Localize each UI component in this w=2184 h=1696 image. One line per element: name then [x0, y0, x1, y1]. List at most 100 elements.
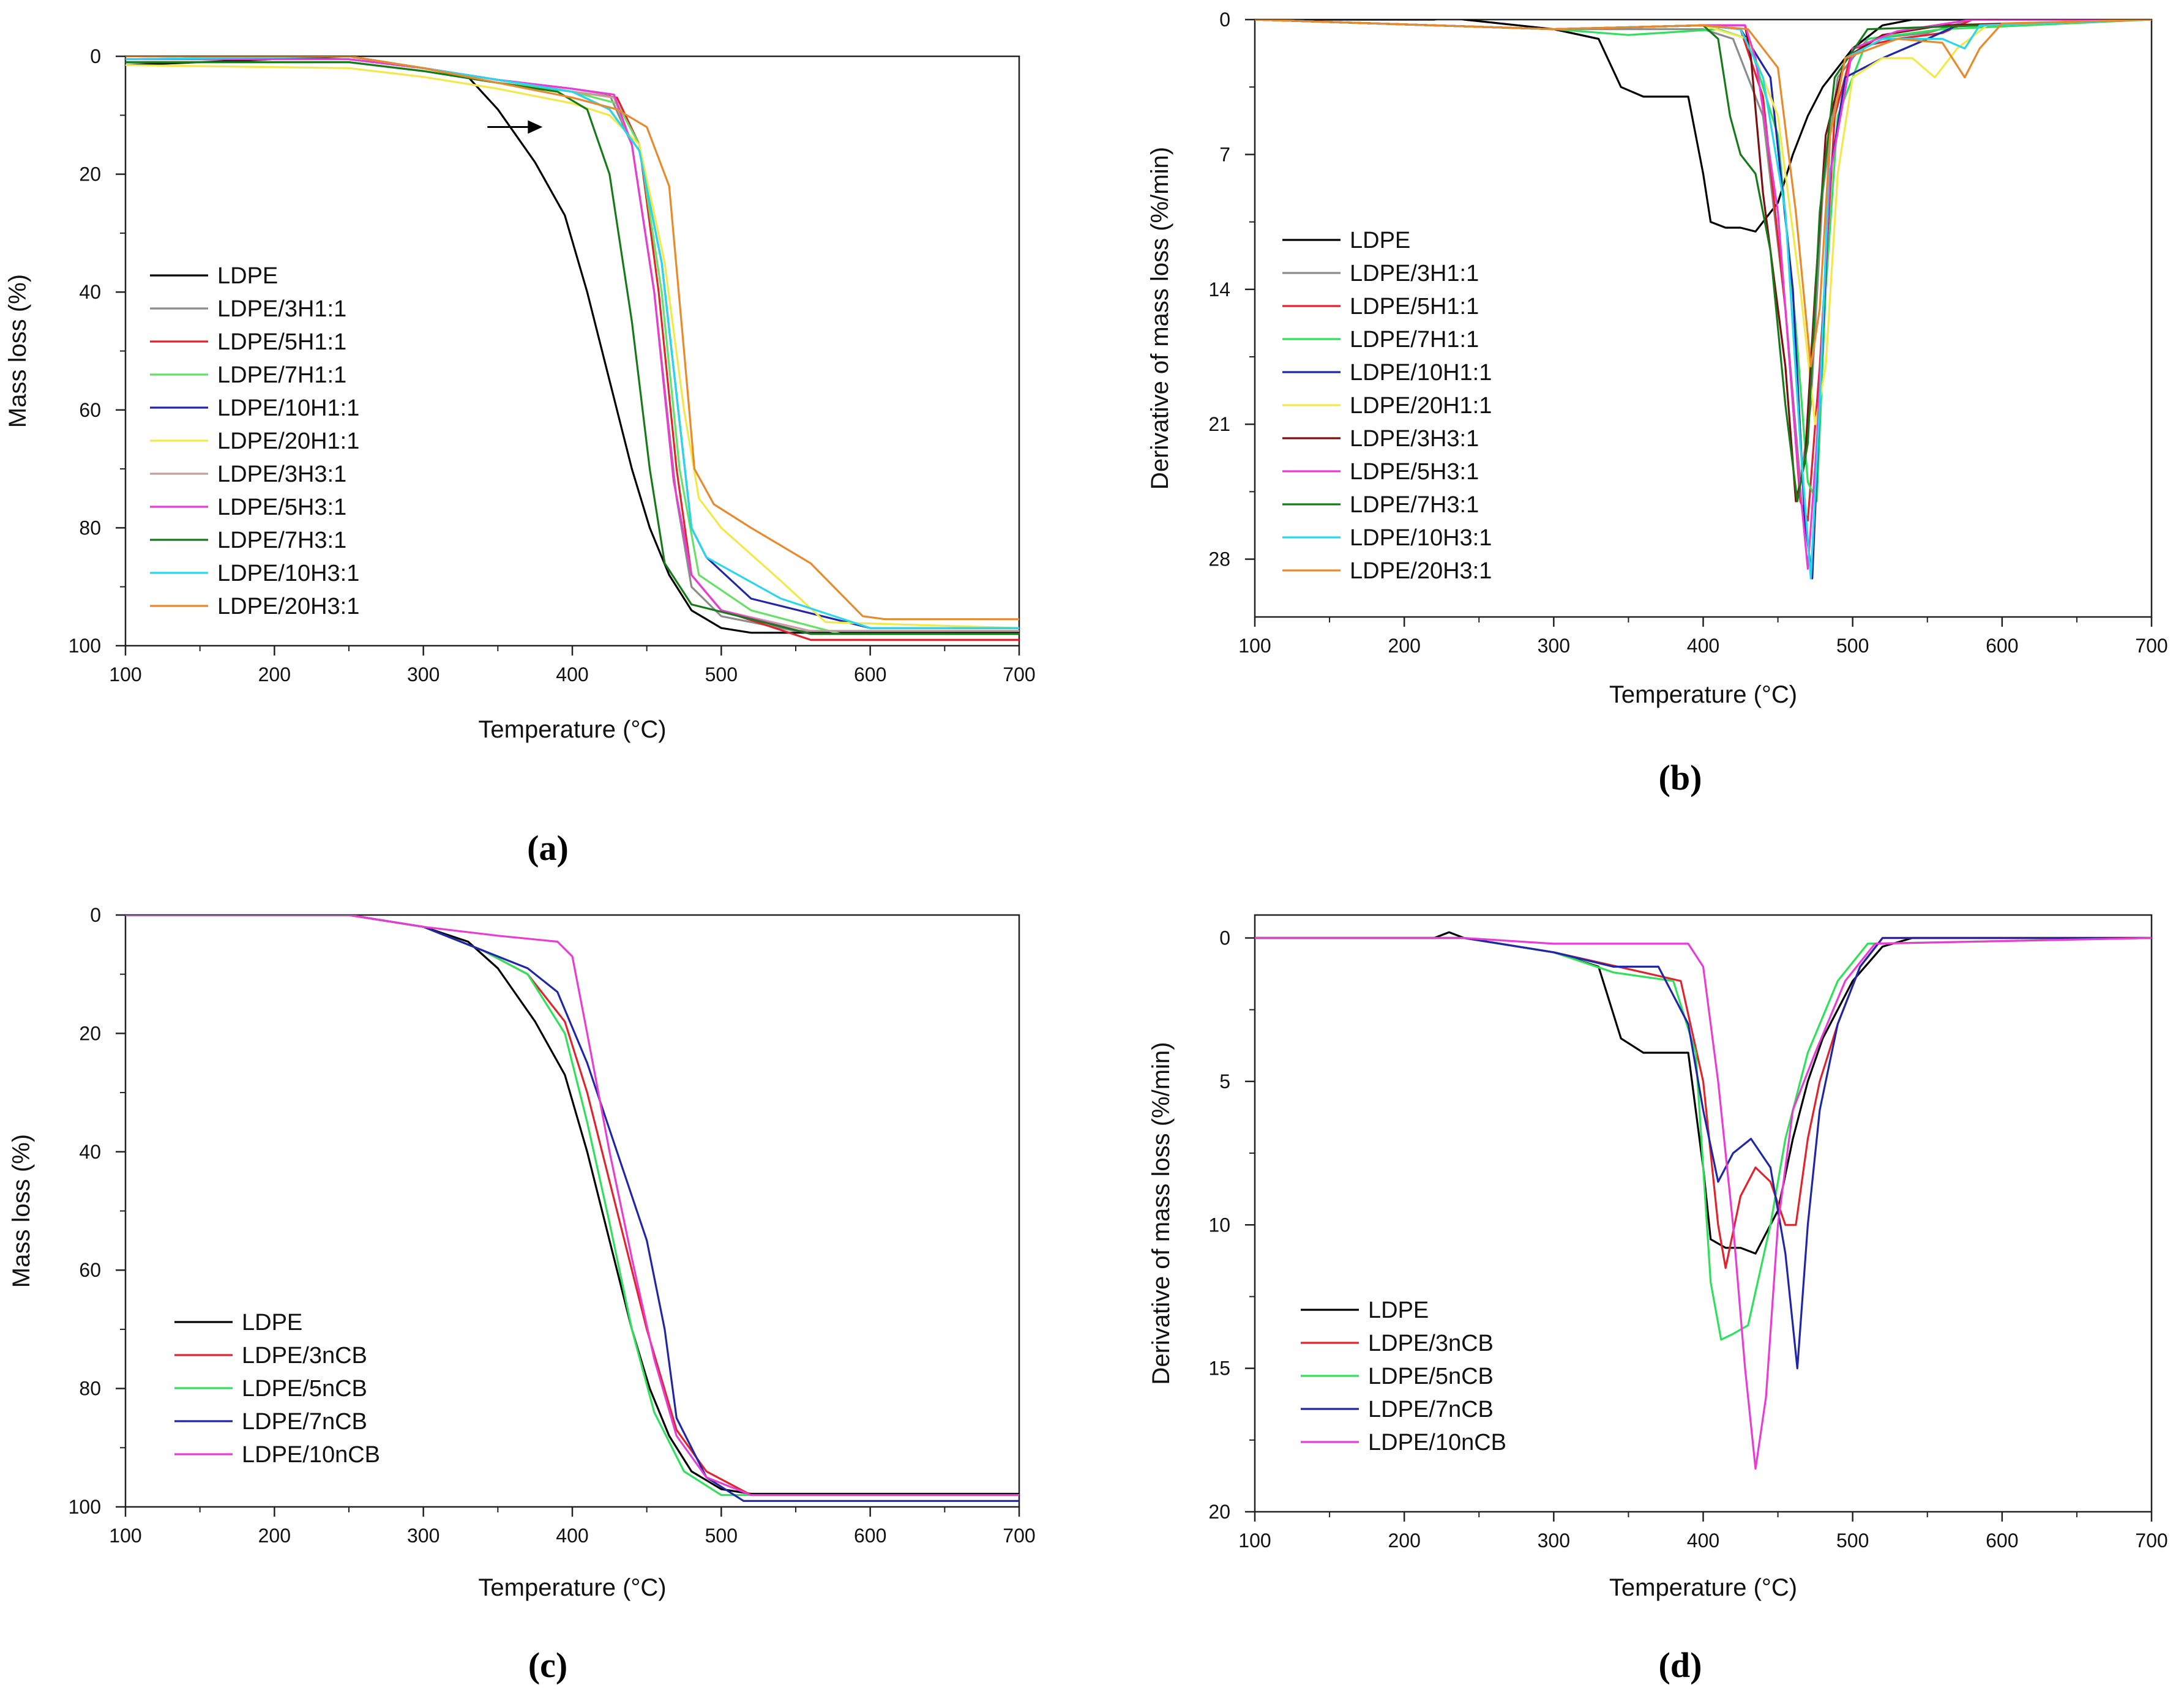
x-tick-label-b-200: 200 — [1388, 635, 1420, 657]
x-tick-label-b-400: 400 — [1687, 635, 1719, 657]
x-tick-label-a-300: 300 — [407, 663, 439, 685]
legend-entry-d-3: LDPE/7nCB — [1368, 1397, 1494, 1422]
annotation-arrowhead-a — [528, 120, 543, 134]
legend-d: LDPE LDPE/3nCB LDPE/5nCB LDPE/7nCB LDPE/10nC… — [1301, 1298, 1506, 1455]
x-tick-label-d-300: 300 — [1538, 1530, 1570, 1552]
legend-entry-b-5: LDPE/20H1:1 — [1350, 393, 1492, 419]
x-axis-title-b: Temperature (°C) — [1609, 681, 1797, 708]
legend-entry-c-1: LDPE/3nCB — [242, 1343, 367, 1369]
legend-c: LDPE LDPE/3nCB LDPE/5nCB LDPE/7nCB LDPE/10nC… — [174, 1310, 380, 1468]
y-tick-label-c-0: 0 — [90, 904, 101, 926]
series-line-c-0 — [125, 915, 1019, 1495]
x-tick-label-c-500: 500 — [705, 1525, 738, 1547]
legend-entry-b-4: LDPE/10H1:1 — [1350, 360, 1492, 386]
x-tick-label-c-400: 400 — [556, 1525, 588, 1547]
legend-entry-d-2: LDPE/5nCB — [1368, 1364, 1494, 1389]
series-group-b — [1255, 20, 2152, 580]
x-tick-label-b-500: 500 — [1836, 635, 1869, 657]
legend-entry-a-5: LDPE/20H1:1 — [217, 428, 359, 454]
panel-label-d: (d) — [1659, 1645, 1702, 1685]
series-line-b-0 — [1255, 20, 2152, 233]
series-line-c-4 — [125, 915, 1019, 1496]
y-tick-label-b-7: 7 — [1219, 143, 1230, 165]
panel-label-c: (c) — [528, 1645, 567, 1685]
chart-d-derivative: 100 200 300 400 500 600 700 0 5 10 15 20 Temperature… — [1148, 914, 2168, 1601]
y-tick-label-c-100: 100 — [69, 1496, 101, 1518]
legend-entry-c-3: LDPE/7nCB — [242, 1409, 367, 1435]
legend-entry-d-4: LDPE/10nCB — [1368, 1430, 1506, 1455]
legend-entry-a-7: LDPE/5H3:1 — [217, 495, 346, 520]
legend-entry-b-8: LDPE/7H3:1 — [1350, 492, 1479, 518]
series-line-a-5 — [125, 64, 1019, 629]
legend-entry-c-4: LDPE/10nCB — [242, 1442, 380, 1468]
legend-entry-a-8: LDPE/7H3:1 — [217, 528, 346, 553]
y-axis-title-d: Derivative of mass loss (%/min) — [1148, 1042, 1175, 1384]
y-tick-label-d-10: 10 — [1208, 1214, 1230, 1236]
legend-entry-b-9: LDPE/10H3:1 — [1350, 525, 1492, 551]
y-tick-label-d-0: 0 — [1219, 927, 1230, 949]
y-tick-label-c-20: 20 — [79, 1022, 101, 1044]
y-tick-label-b-28: 28 — [1208, 548, 1230, 570]
legend-a: LDPE LDPE/3H1:1 LDPE/5H1:1 LDPE/7H1:1 LDPE/1… — [150, 263, 359, 619]
legend-entry-b-3: LDPE/7H1:1 — [1350, 327, 1479, 353]
y-tick-label-a-20: 20 — [79, 163, 101, 185]
x-tick-label-a-100: 100 — [109, 663, 141, 685]
legend-entry-a-6: LDPE/3H3:1 — [217, 461, 346, 487]
legend-entry-a-3: LDPE/7H1:1 — [217, 362, 346, 388]
chart-a-mass-loss: 100 200 300 400 500 600 700 0 20 40 60 80 100 Tempera… — [4, 45, 1036, 743]
y-tick-label-a-60: 60 — [79, 399, 101, 421]
x-tick-label-d-400: 400 — [1687, 1530, 1719, 1552]
legend-b: LDPE LDPE/3H1:1 LDPE/5H1:1 LDPE/7H1:1 LDPE/1… — [1282, 228, 1492, 584]
legend-entry-d-0: LDPE — [1368, 1298, 1429, 1323]
y-tick-label-b-0: 0 — [1219, 9, 1230, 31]
x-tick-label-d-500: 500 — [1836, 1530, 1869, 1552]
legend-entry-a-1: LDPE/3H1:1 — [217, 296, 346, 322]
y-tick-label-a-0: 0 — [90, 45, 101, 67]
y-tick-label-c-80: 80 — [79, 1378, 101, 1400]
x-tick-label-d-700: 700 — [2135, 1530, 2167, 1552]
x-tick-label-c-100: 100 — [109, 1525, 141, 1547]
series-line-c-1 — [125, 915, 1019, 1496]
legend-entry-a-10: LDPE/20H3:1 — [217, 594, 359, 619]
chart-c-mass-loss: 100 200 300 400 500 600 700 0 20 40 60 80 100 Tempera… — [8, 904, 1036, 1601]
legend-entry-b-1: LDPE/3H1:1 — [1350, 261, 1479, 286]
y-tick-label-d-20: 20 — [1208, 1501, 1230, 1523]
legend-entry-a-9: LDPE/10H3:1 — [217, 561, 359, 586]
series-line-d-4 — [1255, 936, 2152, 1470]
legend-entry-c-2: LDPE/5nCB — [242, 1376, 367, 1402]
panel-label-a: (a) — [527, 828, 569, 868]
x-tick-label-a-200: 200 — [258, 663, 291, 685]
legend-entry-b-7: LDPE/5H3:1 — [1350, 459, 1479, 485]
chart-b-derivative: 100 200 300 400 500 600 700 0 7 14 21 28 Temperature… — [1146, 9, 2168, 708]
y-tick-label-c-40: 40 — [79, 1141, 101, 1163]
series-group-c — [125, 915, 1019, 1502]
x-axis-title-a: Temperature (°C) — [478, 716, 666, 743]
x-tick-label-b-100: 100 — [1238, 635, 1271, 657]
legend-entry-c-0: LDPE — [242, 1310, 302, 1336]
x-tick-label-c-700: 700 — [1003, 1525, 1035, 1547]
y-tick-label-c-60: 60 — [79, 1259, 101, 1281]
y-tick-label-b-21: 21 — [1208, 413, 1230, 435]
series-line-a-10 — [125, 56, 1019, 621]
y-tick-label-d-5: 5 — [1219, 1070, 1230, 1093]
x-tick-label-c-600: 600 — [854, 1525, 886, 1547]
y-tick-label-b-14: 14 — [1208, 278, 1230, 301]
x-tick-label-c-300: 300 — [407, 1525, 439, 1547]
x-axis-title-c: Temperature (°C) — [478, 1574, 666, 1601]
legend-entry-b-6: LDPE/3H3:1 — [1350, 426, 1479, 452]
series-line-d-2 — [1255, 936, 2152, 1341]
x-tick-label-c-200: 200 — [258, 1525, 291, 1547]
series-group-d — [1255, 931, 2152, 1470]
legend-entry-d-1: LDPE/3nCB — [1368, 1331, 1494, 1356]
x-tick-label-d-200: 200 — [1388, 1530, 1420, 1552]
legend-entry-a-4: LDPE/10H1:1 — [217, 395, 359, 421]
legend-entry-a-0: LDPE — [217, 263, 278, 289]
series-line-b-5 — [1255, 20, 2152, 425]
y-axis-title-b: Derivative of mass loss (%/min) — [1146, 147, 1173, 490]
x-tick-label-d-100: 100 — [1238, 1530, 1271, 1552]
series-line-a-8 — [125, 61, 1019, 635]
legend-entry-a-2: LDPE/5H1:1 — [217, 329, 346, 355]
legend-entry-b-2: LDPE/5H1:1 — [1350, 294, 1479, 319]
series-line-d-1 — [1255, 936, 2152, 1269]
series-line-d-0 — [1255, 931, 2152, 1255]
